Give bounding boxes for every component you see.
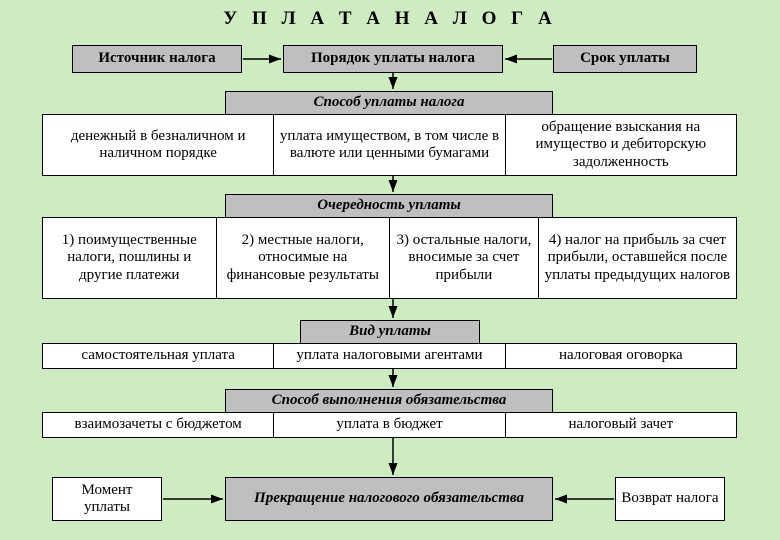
queue-cell-1: 1) поимущественные налоги, пошлины и дру… — [43, 218, 217, 298]
method-cell-2-text: уплата имуществом, в том числе в валюте … — [278, 128, 500, 163]
kind-cell-2: уплата налоговыми агентами — [274, 344, 505, 368]
kind-header: Вид уплаты — [300, 320, 480, 344]
queue-cell-4-text: 4) налог на прибыль за счет прибыли, ост… — [543, 232, 732, 284]
box-refund-label: Возврат налога — [621, 490, 718, 507]
kind-cell-1-text: самостоятельная уплата — [81, 347, 235, 364]
diagram-title: У П Л А Т А Н А Л О Г А — [0, 8, 780, 30]
kind-cell-2-text: уплата налоговыми агентами — [296, 347, 482, 364]
queue-cell-4: 4) налог на прибыль за счет прибыли, ост… — [539, 218, 736, 298]
method-header: Способ уплаты налога — [225, 91, 553, 115]
method-cell-1-text: денежный в безналичном и наличном порядк… — [47, 128, 269, 163]
box-termination: Прекращение налогового обязательства — [225, 477, 553, 521]
method-header-label: Способ уплаты налога — [314, 94, 465, 111]
fulfil-cell-1: взаимозачеты с бюджетом — [43, 413, 274, 437]
kind-header-label: Вид уплаты — [349, 323, 431, 340]
box-order: Порядок уплаты налога — [283, 45, 503, 73]
queue-cell-1-text: 1) поимущественные налоги, пошлины и дру… — [47, 232, 212, 284]
method-cell-1: денежный в безналичном и наличном порядк… — [43, 115, 274, 175]
box-refund: Возврат налога — [615, 477, 725, 521]
kind-cell-1: самостоятельная уплата — [43, 344, 274, 368]
kind-row: самостоятельная уплата уплата налоговыми… — [42, 343, 737, 369]
box-source: Источник налога — [72, 45, 242, 73]
fulfil-cell-2: уплата в бюджет — [274, 413, 505, 437]
fulfil-cell-2-text: уплата в бюджет — [336, 416, 442, 433]
method-cell-3: обращение взыскания на имущество и дебит… — [506, 115, 736, 175]
queue-cell-2-text: 2) местные налоги, относимые на финансов… — [221, 232, 386, 284]
kind-cell-3-text: налоговая оговорка — [559, 347, 683, 364]
box-order-label: Порядок уплаты налога — [311, 50, 475, 67]
box-moment: Момент уплаты — [52, 477, 162, 521]
fulfil-header: Способ выполнения обязательства — [225, 389, 553, 413]
fulfil-cell-3-text: налоговый зачет — [568, 416, 673, 433]
fulfil-cell-3: налоговый зачет — [506, 413, 736, 437]
box-termination-label: Прекращение налогового обязательства — [254, 490, 524, 507]
method-row: денежный в безналичном и наличном порядк… — [42, 114, 737, 176]
fulfil-header-label: Способ выполнения обязательства — [272, 392, 507, 409]
method-cell-3-text: обращение взыскания на имущество и дебит… — [510, 119, 732, 171]
box-moment-label: Момент уплаты — [57, 482, 157, 517]
box-term: Срок уплаты — [553, 45, 697, 73]
fulfil-cell-1-text: взаимозачеты с бюджетом — [75, 416, 242, 433]
queue-cell-3-text: 3) остальные налоги, вносимые за счет пр… — [394, 232, 534, 284]
method-cell-2: уплата имуществом, в том числе в валюте … — [274, 115, 505, 175]
queue-cell-3: 3) остальные налоги, вносимые за счет пр… — [390, 218, 539, 298]
box-source-label: Источник налога — [98, 50, 215, 67]
queue-row: 1) поимущественные налоги, пошлины и дру… — [42, 217, 737, 299]
kind-cell-3: налоговая оговорка — [506, 344, 736, 368]
queue-header-label: Очередность уплаты — [317, 197, 461, 214]
queue-cell-2: 2) местные налоги, относимые на финансов… — [217, 218, 391, 298]
fulfil-row: взаимозачеты с бюджетом уплата в бюджет … — [42, 412, 737, 438]
box-term-label: Срок уплаты — [580, 50, 670, 67]
queue-header: Очередность уплаты — [225, 194, 553, 218]
